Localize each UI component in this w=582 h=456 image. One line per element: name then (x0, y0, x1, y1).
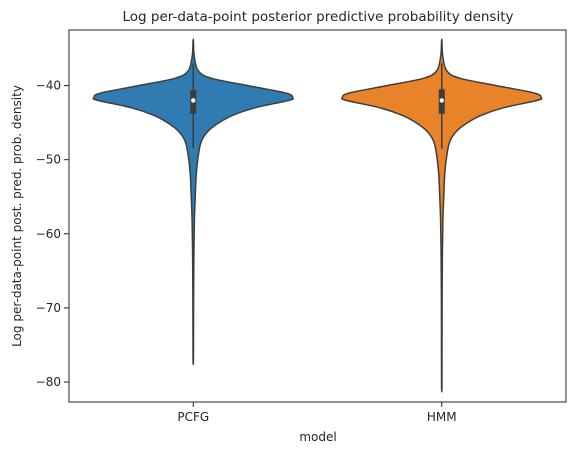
violin-median-hmm (439, 98, 444, 103)
violin-body-hmm (340, 38, 543, 393)
chart-title: Log per-data-point posterior predictive … (122, 9, 513, 25)
y-tick-label: −80 (36, 375, 61, 389)
y-tick-label: −70 (36, 301, 61, 315)
x-axis-title: model (299, 430, 336, 444)
violin-body-pcfg (92, 38, 295, 366)
y-tick-label: −60 (36, 227, 61, 241)
plot-area-frame (68, 29, 567, 403)
x-tick-label: PCFG (177, 410, 209, 424)
x-axis: PCFG HMM (177, 402, 457, 424)
y-axis-title: Log per-data-point post. pred. prob. den… (10, 85, 24, 347)
x-tick-label: HMM (427, 410, 457, 424)
y-tick-label: −50 (36, 153, 61, 167)
y-axis: −40 −50 −60 −70 −80 (36, 79, 69, 389)
y-tick-label: −40 (36, 79, 61, 93)
violins-group (92, 38, 543, 393)
violin-median-pcfg (191, 98, 196, 103)
